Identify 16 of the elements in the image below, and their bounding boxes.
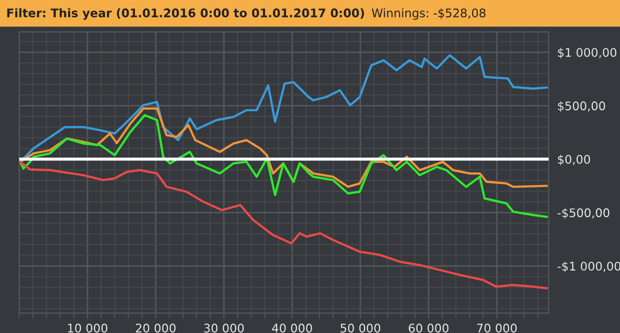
line-series (19, 160, 548, 290)
chart-subtitle: Winnings: -$528,08 (372, 8, 486, 20)
x-tick-label: 50 000 (340, 324, 380, 333)
x-tick-label: 70 000 (477, 324, 517, 333)
y-tick-label: $500,00 (558, 101, 606, 112)
x-tick-label: 60 000 (408, 324, 448, 333)
x-tick-label: 30 000 (204, 324, 244, 333)
chart-title: Filter: This year (01.01.2016 0:00 to 01.01.2017 0:00) (7, 8, 364, 20)
x-tick-label: 20 000 (136, 324, 176, 333)
y-tick-label: -$500,00 (558, 208, 610, 219)
x-tick-label: 40 000 (272, 324, 312, 333)
y-tick-label: $0,00 (558, 154, 590, 166)
y-tick-label: $1 000,00 (558, 48, 616, 58)
line-series (19, 107, 548, 188)
x-tick-label: 10 000 (68, 324, 108, 333)
line-series (19, 114, 548, 218)
